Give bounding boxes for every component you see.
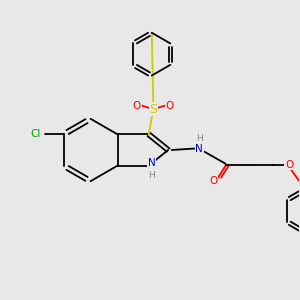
- Text: O: O: [166, 100, 174, 111]
- Text: O: O: [133, 100, 141, 111]
- Text: Cl: Cl: [30, 129, 40, 140]
- Text: N: N: [196, 143, 203, 154]
- Text: H: H: [196, 134, 203, 143]
- Text: S: S: [149, 103, 157, 116]
- Text: O: O: [209, 176, 218, 186]
- Text: H: H: [148, 171, 155, 180]
- Text: O: O: [285, 160, 293, 170]
- Text: N: N: [148, 158, 156, 168]
